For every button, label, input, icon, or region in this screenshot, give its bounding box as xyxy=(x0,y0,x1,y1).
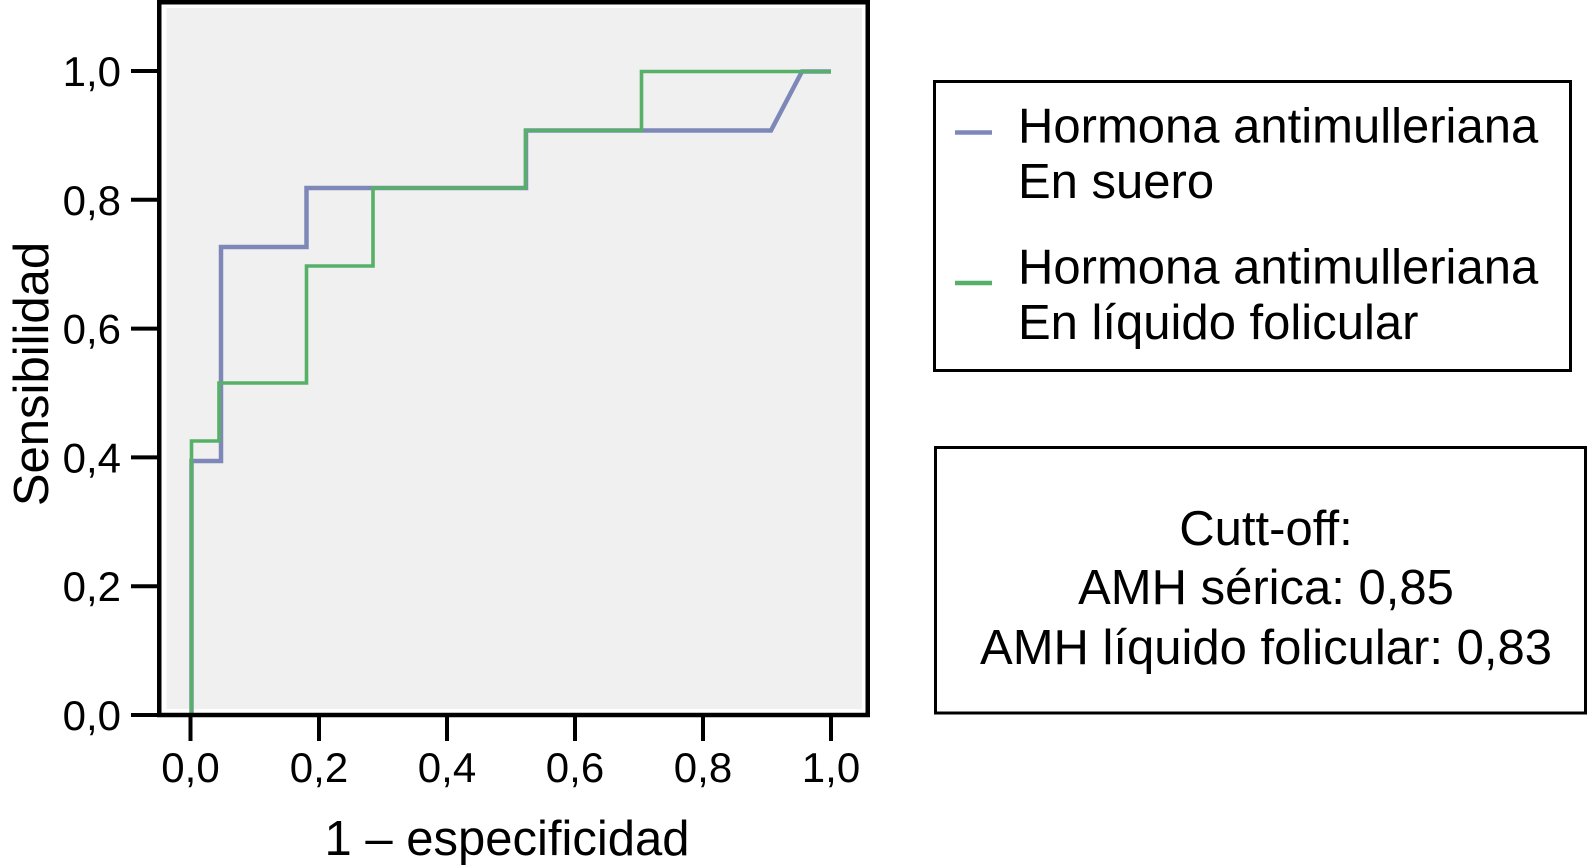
svg-text:En suero: En suero xyxy=(1018,155,1214,209)
svg-text:0,2: 0,2 xyxy=(290,744,348,791)
svg-text:1,0: 1,0 xyxy=(63,48,121,95)
svg-text:0,6: 0,6 xyxy=(63,306,121,353)
svg-text:Sensibilidad: Sensibilidad xyxy=(5,242,59,506)
svg-text:0,4: 0,4 xyxy=(418,744,476,791)
svg-text:0,0: 0,0 xyxy=(63,692,121,739)
svg-text:1,0: 1,0 xyxy=(802,744,860,791)
svg-text:0,2: 0,2 xyxy=(63,563,121,610)
svg-text:AMH líquido folicular: 0,83: AMH líquido folicular: 0,83 xyxy=(980,621,1552,675)
svg-text:0,0: 0,0 xyxy=(161,744,219,791)
svg-text:Cutt-off:: Cutt-off: xyxy=(1179,502,1352,556)
svg-text:Hormona antimulleriana: Hormona antimulleriana xyxy=(1018,241,1539,295)
svg-text:0,8: 0,8 xyxy=(63,177,121,224)
svg-text:0,4: 0,4 xyxy=(63,434,121,481)
svg-text:Hormona antimulleriana: Hormona antimulleriana xyxy=(1018,100,1539,154)
svg-text:En líquido folicular: En líquido folicular xyxy=(1018,296,1418,350)
svg-text:AMH sérica: 0,85: AMH sérica: 0,85 xyxy=(1078,561,1454,615)
svg-text:0,6: 0,6 xyxy=(546,744,604,791)
svg-text:1 – especificidad: 1 – especificidad xyxy=(324,812,689,866)
svg-text:0,8: 0,8 xyxy=(674,744,732,791)
